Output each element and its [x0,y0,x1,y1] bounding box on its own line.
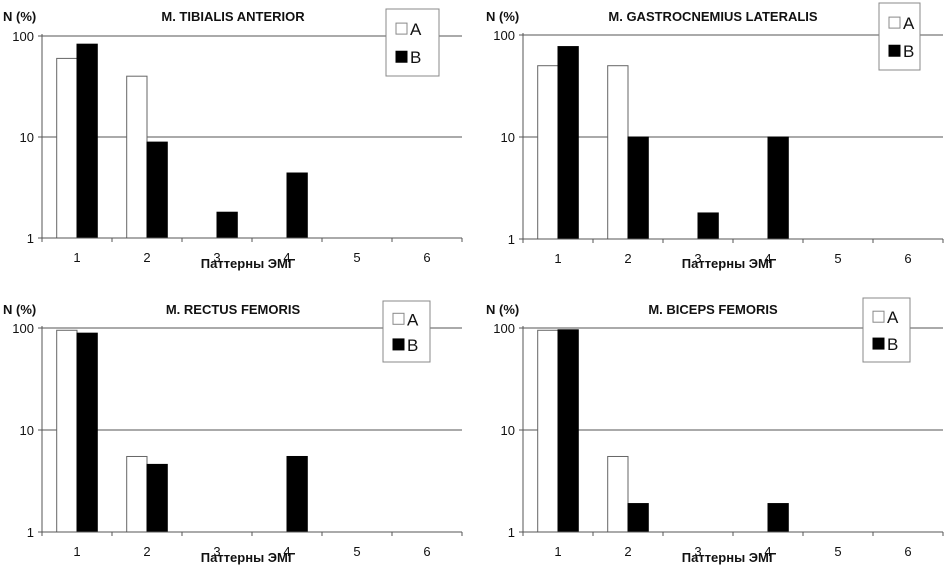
chart-2-bar-b-2 [627,136,649,240]
chart-4-x-tick-label: 4 [764,544,771,559]
chart-3-x-tick-label: 5 [353,544,360,559]
chart-2-y-axis-label: N (%) [486,9,519,24]
chart-1-legend-swatch-b [395,50,408,63]
chart-4-bar-b-1 [557,329,579,533]
chart-4-legend-swatch-b [872,337,885,350]
chart-3-y-axis-label: N (%) [3,302,36,317]
chart-4-y-tick-label: 100 [493,321,515,336]
chart-1-x-tick-label: 4 [283,250,290,265]
chart-3-y-tick-label: 1 [27,525,34,540]
chart-3-legend [382,300,431,363]
chart-1-y-tick-label: 1 [27,231,34,246]
chart-3-x-tick-label: 3 [213,544,220,559]
chart-4-legend-swatch-a [872,310,885,323]
chart-2-y-tick-label: 100 [493,28,515,43]
chart-3-y-tick-label: 100 [12,321,34,336]
chart-4-bar-a-1 [537,329,559,533]
chart-1-title: M. TIBIALIS ANTERIOR [161,9,305,24]
chart-3-bar-b-4 [286,455,308,533]
chart-2-x-tick-label: 5 [834,251,841,266]
chart-2-legend [878,2,921,71]
chart-4-legend-label-a: A [887,308,899,327]
chart-4-y-tick-label: 1 [508,525,515,540]
chart-3-bar-b-2 [146,463,168,533]
chart-2-x-tick-label: 2 [624,251,631,266]
chart-2-bar-b-4 [767,136,789,240]
chart-1-legend-label-b: B [410,48,421,67]
chart-3-bar-a-2 [126,455,148,533]
chart-2-y-tick-label: 10 [501,130,515,145]
chart-4-x-tick-label: 1 [554,544,561,559]
chart-1-bar-a-2 [126,75,148,239]
chart-2-bar-a-1 [537,65,559,240]
chart-1-bar-b-4 [286,172,308,239]
chart-2-legend-label-a: A [903,14,915,33]
chart-4-title: M. BICEPS FEMORIS [648,302,778,317]
chart-3-legend-swatch-b [392,338,405,351]
chart-1-x-axis-label: Паттерны ЭМГ [201,256,296,271]
chart-4-legend [862,297,911,363]
chart-4-bar-b-4 [767,503,789,533]
chart-1-bar-b-1 [76,43,98,239]
chart-1-bar-b-2 [146,141,168,239]
chart-1-x-tick-label: 1 [73,250,80,265]
chart-1-x-tick-label: 3 [213,250,220,265]
chart-3-x-axis-label: Паттерны ЭМГ [201,550,296,565]
chart-1-bar-a-1 [56,57,78,239]
chart-3-bar-a-1 [56,329,78,533]
chart-1-y-axis-label: N (%) [3,9,36,24]
chart-3-title: M. RECTUS FEMORIS [166,302,301,317]
chart-3-legend-label-a: A [407,310,419,329]
chart-1-y-tick-label: 100 [12,29,34,44]
chart-2-x-tick-label: 1 [554,251,561,266]
chart-4-bar-a-2 [607,455,629,533]
chart-4-x-tick-label: 3 [694,544,701,559]
chart-4-y-axis-label: N (%) [486,302,519,317]
chart-3-x-tick-label: 2 [143,544,150,559]
chart-1-x-tick-label: 5 [353,250,360,265]
chart-2-y-tick-label: 1 [508,232,515,247]
chart-3-legend-swatch-a [392,312,405,325]
chart-2-x-axis-label: Паттерны ЭМГ [682,256,777,271]
chart-1-y-tick-label: 10 [20,130,34,145]
chart-2-legend-swatch-b [888,44,901,57]
chart-3-legend-label-b: B [407,336,418,355]
chart-4-legend-label-b: B [887,335,898,354]
chart-1-bar-b-3 [216,211,238,239]
chart-2-legend-swatch-a [888,16,901,29]
chart-1-x-tick-label: 2 [143,250,150,265]
chart-3-x-tick-label: 6 [423,544,430,559]
chart-2-x-tick-label: 6 [904,251,911,266]
chart-2-x-tick-label: 3 [694,251,701,266]
chart-4-x-axis-label: Паттерны ЭМГ [682,550,777,565]
chart-4-bar-b-2 [627,503,649,533]
chart-1-x-tick-label: 6 [423,250,430,265]
chart-1-legend [385,8,440,77]
chart-3-x-tick-label: 1 [73,544,80,559]
chart-4-y-tick-label: 10 [501,423,515,438]
chart-2-bar-a-2 [607,65,629,240]
chart-1-legend-swatch-a [395,22,408,35]
chart-3-x-tick-label: 4 [283,544,290,559]
chart-4-x-tick-label: 6 [904,544,911,559]
chart-3-bar-b-1 [76,332,98,533]
chart-2-bar-b-1 [557,46,579,240]
chart-2-title: M. GASTROCNEMIUS LATERALIS [608,9,818,24]
chart-1-legend-label-a: A [410,20,422,39]
chart-2-x-tick-label: 4 [764,251,771,266]
chart-4-x-tick-label: 5 [834,544,841,559]
chart-2-legend-label-b: B [903,42,914,61]
chart-2-bar-b-3 [697,212,719,240]
chart-3-y-tick-label: 10 [20,423,34,438]
chart-4-x-tick-label: 2 [624,544,631,559]
